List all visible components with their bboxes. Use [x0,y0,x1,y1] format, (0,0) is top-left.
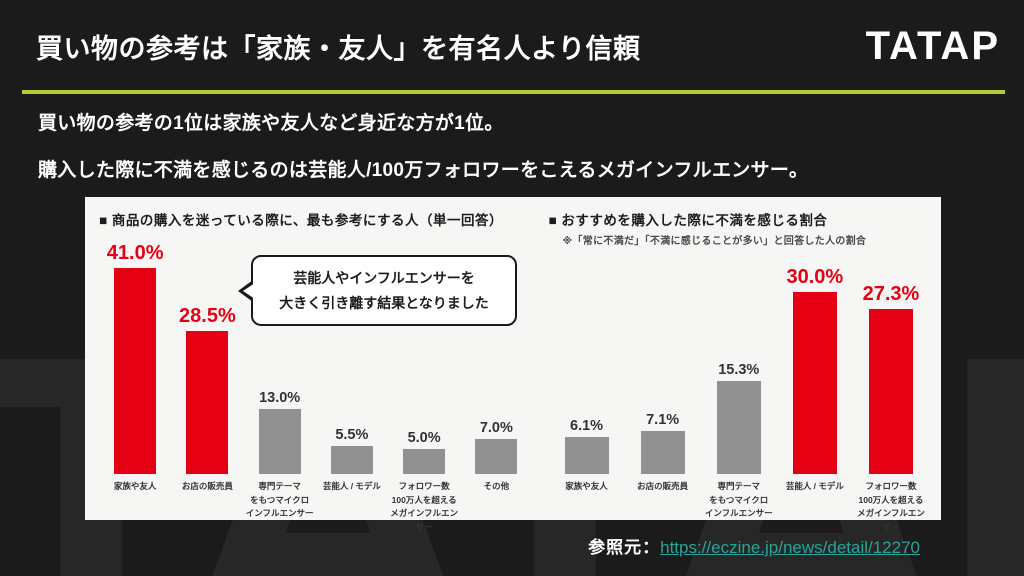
bar-value-label: 7.1% [646,412,680,428]
bar-column: 27.3% フォロワー数 100万人を超える メガインフルエンサー [853,242,929,532]
chart-dissatisfaction: ■ おすすめを購入した際に不満を感じる割合 ※「常に不満だ」「不満に感じることが… [548,209,929,532]
bar-category-label: お店の販売員 [181,481,233,491]
bar [475,439,518,474]
bar [330,446,373,474]
intro-text: 買い物の参考の1位は家族や友人など身近な方が1位。 購入した際に不満を感じるのは… [38,108,1000,202]
bar-column: 13.0% 専門テーマ をもつマイクロ インフルエンサー [244,242,316,519]
right-chart-note: ※「常に不満だ」「不満に感じることが多い」と回答した人の割合 [562,236,867,247]
left-chart-title: ■ 商品の購入を迷っている際に、最も参考にする人（単一回答） [99,213,503,228]
bar-category-label: その他 [483,481,510,491]
tatap-logo: TATAP [865,24,1000,68]
bar-category-label: 芸能人 / モデル [322,481,381,491]
annotation-bubble: 芸能人やインフルエンサーを 大きく引き離す結果となりました [238,255,517,326]
bar [564,437,609,474]
bar-stack: 5.5% [330,242,373,474]
source-link[interactable]: https://eczine.jp/news/detail/12270 [660,538,920,557]
bar-stack: 13.0% [258,242,301,474]
source-reference: 参照元：https://eczine.jp/news/detail/12270 [588,533,920,558]
divider-line [22,90,1005,94]
bar-value-label: 6.1% [570,418,604,434]
bar-column: 28.5% お店の販売員 [171,242,243,516]
bar-column: 5.5% 芸能人 / モデル [316,242,388,516]
bar-category-label: フォロワー数 100万人を超える メガインフルエンサー [857,481,925,532]
bar-value-label: 13.0% [259,390,301,406]
bar [114,268,157,474]
bar-stack: 41.0% [106,242,164,474]
bar-category-label: お店の販売員 [637,481,689,491]
bar-value-label: 7.0% [479,420,513,436]
bar-stack: 5.0% [403,242,446,474]
bar-column: 5.0% フォロワー数 100万人を超える メガインフルエンサー [388,242,460,532]
bar-value-label: 30.0% [786,266,844,288]
left-chart-bars: 41.0% 家族や友人 28.5% お店の販売員 13.0% 専門テーマ をもつマイクロ … [99,242,532,532]
bar-stack: 27.3% [862,242,920,474]
bar [186,331,229,474]
bar [403,449,446,474]
bar [716,381,761,474]
chart-panel: ■ 商品の購入を迷っている際に、最も参考にする人（単一回答） 芸能人やインフルエ… [85,197,941,532]
bar-column: 7.1% お店の販売員 [625,242,701,516]
bar-category-label: 家族や友人 [565,481,608,491]
right-chart-title: ■ おすすめを購入した際に不満を感じる割合 [548,213,828,228]
source-prefix: 参照元： [588,538,661,557]
bar-category-label: フォロワー数 100万人を超える メガインフルエンサー [390,481,458,532]
bar-category-label: 専門テーマ をもつマイクロ インフルエンサー [245,481,314,519]
intro-line-2: 購入した際に不満を感じるのは芸能人/100万フォロワーをこえるメガインフルエンサ… [38,160,809,181]
header: 買い物の参考は「家族・友人」を有名人より信頼 TATAP [36,24,1000,69]
bar [868,309,913,474]
bar-category-label: 芸能人 / モデル [785,481,844,491]
bar-stack: 28.5% [179,242,236,474]
bar-value-label: 5.0% [407,430,441,446]
bar-column: 7.0% その他 [460,242,532,516]
bar-stack: 7.0% [475,242,518,474]
bar-value-label: 28.5% [179,305,236,327]
bar-value-label: 15.3% [718,362,760,378]
bar-column: 15.3% 専門テーマ をもつマイクロ インフルエンサー [701,242,777,519]
bar-stack: 7.1% [640,242,685,474]
bar-stack: 15.3% [716,242,761,474]
bar-value-label: 41.0% [106,242,164,264]
chart-reference-people: ■ 商品の購入を迷っている際に、最も参考にする人（単一回答） 芸能人やインフルエ… [99,209,532,532]
bar-value-label: 27.3% [862,283,920,305]
bar-column: 30.0% 芸能人 / モデル [777,242,853,516]
bar-value-label: 5.5% [335,427,369,443]
bar-category-label: 家族や友人 [113,481,157,491]
bar-stack: 30.0% [786,242,844,474]
page-title: 買い物の参考は「家族・友人」を有名人より信頼 [36,34,641,64]
bar-category-label: 専門テーマ をもつマイクロ インフルエンサー [704,481,773,519]
bar-column: 41.0% 家族や友人 [99,242,171,516]
bar-stack: 6.1% [564,242,609,474]
right-chart-bars: 6.1% 家族や友人 7.1% お店の販売員 15.3% 専門テーマ をもつマイクロ イン… [548,242,929,532]
bar [640,431,685,474]
bar-column: 6.1% 家族や友人 [548,242,624,516]
bar [258,409,301,474]
intro-line-1: 買い物の参考の1位は家族や友人など身近な方が1位。 [38,113,504,134]
bar [792,292,837,474]
